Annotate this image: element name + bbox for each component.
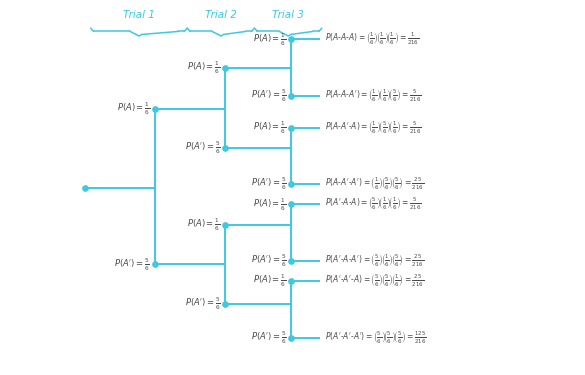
- Text: Trial 2: Trial 2: [205, 10, 237, 20]
- Text: $P(A'\text{-}A'\text{-}A) = \left(\frac{5}{6}\right)\!\left(\frac{5}{6}\right)\!: $P(A'\text{-}A'\text{-}A) = \left(\frac{…: [325, 273, 424, 290]
- Text: $P(A') = \frac{5}{6}$: $P(A') = \frac{5}{6}$: [251, 176, 287, 192]
- Text: $P(A') = \frac{5}{6}$: $P(A') = \frac{5}{6}$: [251, 329, 287, 346]
- Text: $P(A) = \frac{1}{6}$: $P(A) = \frac{1}{6}$: [253, 196, 287, 213]
- Text: $P(A\text{-}A\text{-}A) = \left(\frac{1}{6}\right)\!\left(\frac{1}{6}\right)\!\l: $P(A\text{-}A\text{-}A) = \left(\frac{1}…: [325, 31, 419, 48]
- Text: $P(A') = \frac{5}{6}$: $P(A') = \frac{5}{6}$: [185, 296, 221, 312]
- Text: $P(A) = \frac{1}{6}$: $P(A) = \frac{1}{6}$: [187, 217, 221, 233]
- Text: $P(A) = \frac{1}{6}$: $P(A) = \frac{1}{6}$: [117, 100, 150, 117]
- Text: $P(A') = \frac{5}{6}$: $P(A') = \frac{5}{6}$: [251, 87, 287, 104]
- Text: Trial 3: Trial 3: [272, 10, 304, 20]
- Text: $P(A'\text{-}A\text{-}A') = \left(\frac{5}{6}\right)\!\left(\frac{1}{6}\right)\!: $P(A'\text{-}A\text{-}A') = \left(\frac{…: [325, 252, 424, 269]
- Text: $P(A\text{-}A'\text{-}A) = \left(\frac{1}{6}\right)\!\left(\frac{5}{6}\right)\!\: $P(A\text{-}A'\text{-}A) = \left(\frac{1…: [325, 119, 421, 136]
- Text: $P(A) = \frac{1}{6}$: $P(A) = \frac{1}{6}$: [253, 31, 287, 48]
- Text: $P(A) = \frac{1}{6}$: $P(A) = \frac{1}{6}$: [253, 119, 287, 136]
- Text: $P(A'\text{-}A\text{-}A) = \left(\frac{5}{6}\right)\!\left(\frac{1}{6}\right)\!\: $P(A'\text{-}A\text{-}A) = \left(\frac{5…: [325, 196, 421, 213]
- Text: $P(A\text{-}A\text{-}A') = \left(\frac{1}{6}\right)\!\left(\frac{1}{6}\right)\!\: $P(A\text{-}A\text{-}A') = \left(\frac{1…: [325, 87, 421, 104]
- Text: $P(A\text{-}A'\text{-}A') = \left(\frac{1}{6}\right)\!\left(\frac{5}{6}\right)\!: $P(A\text{-}A'\text{-}A') = \left(\frac{…: [325, 176, 424, 192]
- Text: $P(A) = \frac{1}{6}$: $P(A) = \frac{1}{6}$: [187, 59, 221, 76]
- Text: $P(A') = \frac{5}{6}$: $P(A') = \frac{5}{6}$: [115, 256, 150, 273]
- Text: $P(A') = \frac{5}{6}$: $P(A') = \frac{5}{6}$: [251, 252, 287, 269]
- Text: Trial 1: Trial 1: [123, 10, 155, 20]
- Text: $P(A'\text{-}A'\text{-}A') = \left(\frac{5}{6}\right)\!\left(\frac{5}{6}\right)\: $P(A'\text{-}A'\text{-}A') = \left(\frac…: [325, 329, 426, 346]
- Text: $P(A') = \frac{5}{6}$: $P(A') = \frac{5}{6}$: [185, 140, 221, 156]
- Text: $P(A) = \frac{1}{6}$: $P(A) = \frac{1}{6}$: [253, 273, 287, 290]
